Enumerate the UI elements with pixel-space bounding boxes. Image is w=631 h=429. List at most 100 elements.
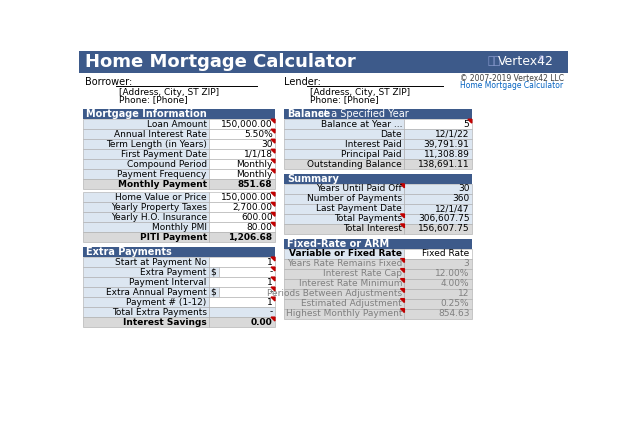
Bar [83,212,209,222]
Bar [404,278,472,289]
Text: -: - [269,308,273,317]
Text: Balance at Year ...: Balance at Year ... [321,120,402,129]
Polygon shape [271,287,275,291]
Bar [404,214,472,224]
Polygon shape [271,139,275,143]
Bar [83,267,209,277]
Bar [284,149,404,159]
Text: Monthly: Monthly [236,160,273,169]
Polygon shape [401,278,404,282]
Bar [404,224,472,234]
Text: -: - [269,268,273,277]
Text: Balance: Balance [287,109,331,119]
Text: Interest Rate Cap: Interest Rate Cap [323,269,402,278]
Bar [209,129,275,139]
Bar [83,233,209,242]
Bar [284,269,404,278]
Text: Monthly Payment: Monthly Payment [117,180,207,189]
Bar [83,307,209,317]
Text: 5.50%: 5.50% [244,130,273,139]
Text: Last Payment Date: Last Payment Date [316,205,402,214]
Bar [209,192,275,202]
Text: 12.00%: 12.00% [435,269,469,278]
Text: Years Until Paid Off: Years Until Paid Off [316,184,402,193]
Bar [209,212,275,222]
Bar [209,159,275,169]
Bar [83,257,209,267]
Polygon shape [271,267,275,271]
Polygon shape [401,299,404,302]
Text: 2,700.00: 2,700.00 [233,203,273,212]
Bar [284,204,404,214]
Text: Monthly: Monthly [236,170,273,179]
Bar [284,109,472,119]
Polygon shape [401,289,404,293]
Polygon shape [271,119,275,123]
Polygon shape [401,184,404,188]
Text: 150,000.00: 150,000.00 [221,120,273,129]
Text: 1,206.68: 1,206.68 [228,233,273,242]
Text: Mortgage Information: Mortgage Information [86,109,206,119]
Bar [284,159,404,169]
Bar [404,269,472,278]
Polygon shape [271,257,275,261]
Text: 1: 1 [267,257,273,266]
Polygon shape [271,202,275,206]
Text: Extra Payment: Extra Payment [140,268,207,277]
Bar [404,204,472,214]
Text: 11,308.89: 11,308.89 [423,150,469,159]
Text: Total Payments: Total Payments [334,214,402,224]
Bar [284,278,404,289]
Bar [209,317,275,327]
Text: [Address, City, ST ZIP]: [Address, City, ST ZIP] [119,88,220,97]
Bar [284,308,404,319]
Bar [404,184,472,194]
Bar [284,289,404,299]
Bar [209,297,275,307]
Bar [209,149,275,159]
Text: Extra Annual Payment: Extra Annual Payment [106,287,207,296]
Bar [209,119,275,129]
Bar [284,259,404,269]
Bar [209,307,275,317]
Bar [404,308,472,319]
Bar [219,287,275,297]
Bar [83,192,209,202]
Polygon shape [401,214,404,218]
Bar [209,277,275,287]
Text: Start at Payment No: Start at Payment No [115,257,207,266]
Bar [284,194,404,204]
Bar [83,202,209,212]
Polygon shape [271,212,275,216]
Bar [209,139,275,149]
Text: Payment # (1-12): Payment # (1-12) [126,298,207,307]
Bar [284,174,472,184]
Bar [209,287,219,297]
Bar [404,139,472,149]
Bar [83,119,209,129]
Bar [284,129,404,139]
Bar [209,257,275,267]
Text: Vertex42: Vertex42 [498,55,554,68]
Bar [404,119,472,129]
Text: Variable or Fixed Rate: Variable or Fixed Rate [289,249,402,258]
Polygon shape [401,224,404,228]
Text: Borrower:: Borrower: [85,76,133,87]
Text: 4.00%: 4.00% [441,279,469,288]
Text: 5: 5 [464,120,469,129]
Text: Phone: [Phone]: Phone: [Phone] [310,95,379,104]
Bar [209,267,219,277]
Bar [284,119,404,129]
Text: Compound Period: Compound Period [127,160,207,169]
Text: Number of Payments: Number of Payments [307,194,402,203]
Polygon shape [468,119,472,123]
Text: 1: 1 [267,298,273,307]
Text: 12/1/22: 12/1/22 [435,130,469,139]
Polygon shape [271,192,275,196]
Bar [83,277,209,287]
Text: Interest Savings: Interest Savings [123,317,207,326]
Text: 12: 12 [458,289,469,298]
Polygon shape [271,297,275,301]
Bar [209,169,275,179]
Bar [404,129,472,139]
